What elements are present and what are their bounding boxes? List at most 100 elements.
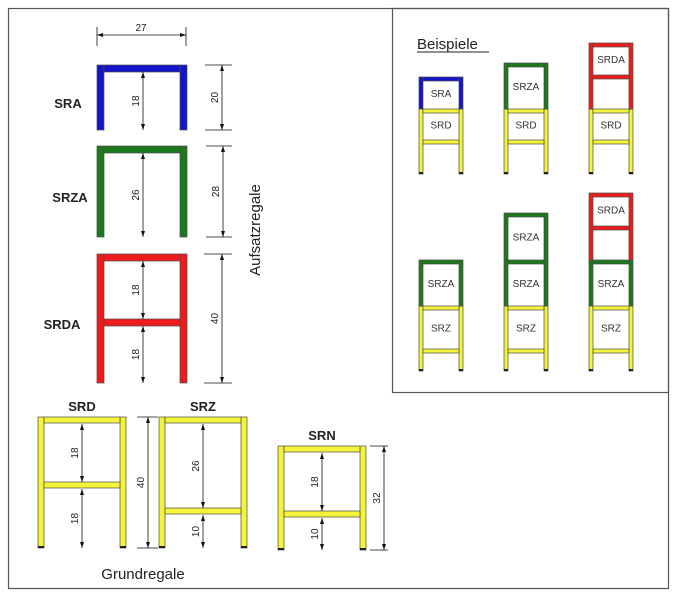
foot xyxy=(504,172,508,174)
example-stack: SRD SRA xyxy=(418,76,464,175)
arrowhead xyxy=(146,542,150,548)
dimension-value: 32 xyxy=(372,492,383,504)
example-module-label: SRZ xyxy=(516,324,536,335)
dimension-grundregale-items-2-inner-1: 10 xyxy=(310,518,324,550)
dimension-grundregale-items-2-inner-0: 18 xyxy=(310,453,324,511)
foot xyxy=(360,548,366,550)
srda-frame xyxy=(96,253,188,384)
dimension-value: 18 xyxy=(70,447,81,459)
middle-bar xyxy=(592,139,630,145)
middle-bar xyxy=(507,348,545,354)
right-leg xyxy=(628,192,634,261)
arrowhead xyxy=(141,326,145,332)
dimension-aufsatzregale-items-1-outer: 28 xyxy=(206,145,232,238)
left-leg xyxy=(418,108,424,175)
right-leg xyxy=(458,76,464,110)
srza-frame xyxy=(96,145,188,238)
middle-bar xyxy=(103,318,181,327)
arrowhead xyxy=(80,489,84,495)
dimension-value: 10 xyxy=(310,528,321,540)
right-leg xyxy=(628,108,634,175)
arrowhead xyxy=(320,518,324,524)
top-bar xyxy=(592,305,630,311)
arrowhead xyxy=(320,505,324,511)
arrowhead xyxy=(382,446,386,452)
example-module-label: SRZ xyxy=(601,324,621,335)
dimension-aufsatzregale-items-1-inner-0: 26 xyxy=(131,153,145,237)
left-leg xyxy=(503,259,509,307)
right-leg xyxy=(458,305,464,372)
top-bar xyxy=(422,305,460,311)
dimension-value: 18 xyxy=(70,513,81,525)
arrowhead xyxy=(180,33,186,37)
arrowhead xyxy=(146,417,150,423)
foot xyxy=(459,172,463,174)
example-module-label: SRD xyxy=(430,121,451,132)
example-srda-frame xyxy=(588,192,634,261)
example-srz-frame xyxy=(418,305,464,372)
srda-label: SRDA xyxy=(44,317,81,332)
arrowhead xyxy=(220,377,224,383)
left-leg xyxy=(158,416,166,549)
top-bar xyxy=(103,145,181,154)
example-stack: SRD SRZA xyxy=(503,62,549,175)
right-leg xyxy=(543,212,549,261)
left-leg xyxy=(588,305,594,372)
foot xyxy=(159,546,165,548)
left-leg xyxy=(96,145,105,238)
foot xyxy=(419,369,423,371)
srn-label: SRN xyxy=(308,428,335,443)
sra-frame xyxy=(96,64,188,131)
sra-label: SRA xyxy=(54,96,82,111)
left-leg xyxy=(503,108,509,175)
left-leg xyxy=(96,64,105,131)
example-module-label: SRZA xyxy=(428,279,455,290)
arrowhead xyxy=(201,502,205,508)
right-leg xyxy=(628,305,634,372)
dimension-value: 40 xyxy=(210,313,221,325)
arrowhead xyxy=(220,124,224,130)
example-srd-frame xyxy=(588,108,634,175)
arrowhead xyxy=(220,65,224,71)
left-leg xyxy=(503,62,509,110)
top-bar xyxy=(422,108,460,114)
example-module-label: SRZA xyxy=(598,279,625,290)
dimension-value: 20 xyxy=(210,92,221,104)
top-bar xyxy=(592,108,630,114)
right-leg xyxy=(179,145,188,238)
right-leg xyxy=(543,259,549,307)
right-leg xyxy=(240,416,248,549)
arrowhead xyxy=(141,153,145,159)
example-stack: SRZ SRZA xyxy=(418,259,464,372)
arrowhead xyxy=(80,542,84,548)
right-leg xyxy=(119,416,127,549)
top-bar xyxy=(592,42,630,48)
example-stack: SRZ SRZA SRZA xyxy=(503,212,549,372)
aufsatzregale-title: Aufsatzregale xyxy=(247,184,264,276)
example-module-label: SRZA xyxy=(513,279,540,290)
example-srd-frame xyxy=(418,108,464,175)
top-bar xyxy=(422,76,460,82)
arrowhead xyxy=(80,476,84,482)
foot xyxy=(544,369,548,371)
middle-bar xyxy=(283,510,361,518)
top-bar xyxy=(103,253,181,262)
srd-label: SRD xyxy=(68,399,95,414)
example-module-label: SRZA xyxy=(513,233,540,244)
right-leg xyxy=(458,259,464,307)
dimension-value: 18 xyxy=(131,95,142,107)
top-bar xyxy=(507,305,545,311)
outer-border xyxy=(7,7,670,590)
left-leg xyxy=(503,305,509,372)
foot xyxy=(278,548,284,550)
left-leg xyxy=(37,416,45,549)
example-module-label: SRZ xyxy=(431,324,451,335)
foot xyxy=(419,172,423,174)
middle-bar xyxy=(422,348,460,354)
foot xyxy=(504,369,508,371)
dimension-grundregale-items-1-inner-0: 26 xyxy=(191,424,205,508)
right-leg xyxy=(543,108,549,175)
arrowhead xyxy=(141,377,145,383)
arrowhead xyxy=(141,313,145,319)
